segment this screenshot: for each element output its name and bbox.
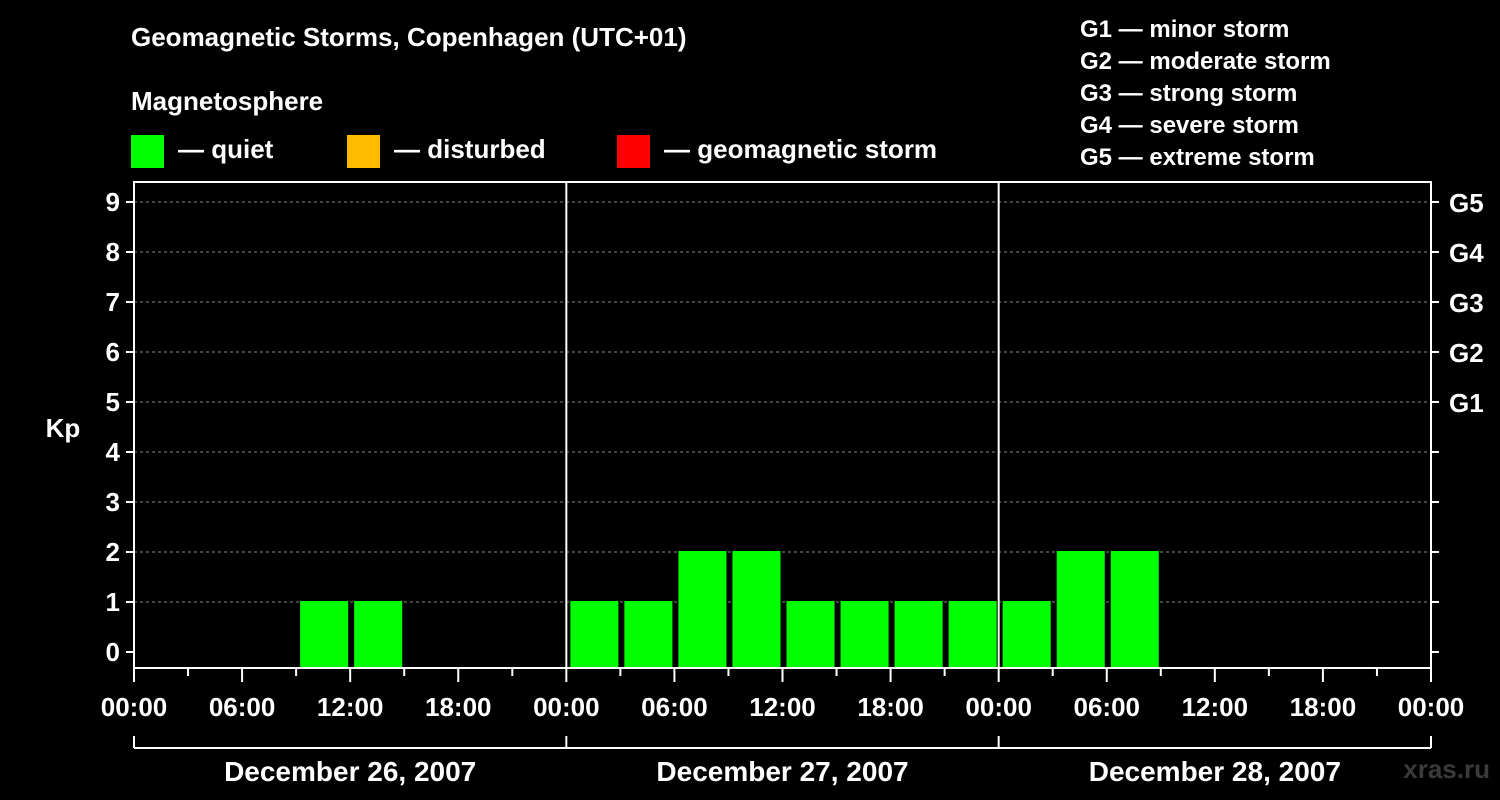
y-tick-label-5: 5 xyxy=(106,387,120,417)
legend-title: Magnetosphere xyxy=(131,86,324,116)
y-tick-label-8: 8 xyxy=(106,237,120,267)
x-tick-label-12: 00:00 xyxy=(1398,692,1465,722)
bar-9 xyxy=(624,601,673,668)
watermark: xras.ru xyxy=(1403,754,1490,784)
x-tick-label-0: 00:00 xyxy=(101,692,168,722)
storm-scale-legend: G1 — minor storm G2 — moderate storm G3 … xyxy=(1080,14,1331,174)
y-tick-label-1: 1 xyxy=(106,587,120,617)
y-tick-label-7: 7 xyxy=(106,287,120,317)
legend-label-disturbed: — disturbed xyxy=(394,134,546,164)
bar-16 xyxy=(1002,601,1051,668)
x-tick-label-5: 06:00 xyxy=(641,692,708,722)
day-label-2: December 28, 2007 xyxy=(1089,756,1341,787)
y-tick-label-2: 2 xyxy=(106,537,120,567)
bar-17 xyxy=(1056,551,1105,668)
storm-scale-g2: G2 — moderate storm xyxy=(1080,48,1331,75)
x-tick-label-3: 18:00 xyxy=(425,692,492,722)
storm-scale-g3: G3 — strong storm xyxy=(1080,80,1298,107)
bar-14 xyxy=(894,601,943,668)
bar-10 xyxy=(678,551,727,668)
storm-scale-g5: G5 — extreme storm xyxy=(1080,144,1315,171)
x-tick-label-8: 00:00 xyxy=(965,692,1032,722)
legend-label-quiet: — quiet xyxy=(178,134,274,164)
y-tick-label-0: 0 xyxy=(106,637,120,667)
chart-title: Geomagnetic Storms, Copenhagen (UTC+01) xyxy=(131,22,687,52)
x-tick-label-10: 12:00 xyxy=(1182,692,1249,722)
y-tick-label-9: 9 xyxy=(106,187,120,217)
bar-8 xyxy=(570,601,619,668)
legend-item-storm: — geomagnetic storm xyxy=(617,134,937,168)
legend-swatch-quiet xyxy=(131,134,164,168)
y-tick-label-6: 6 xyxy=(106,337,120,367)
storm-scale-g1: G1 — minor storm xyxy=(1080,16,1290,43)
y-tick-label-4: 4 xyxy=(106,437,121,467)
right-axis-label-g4: G4 xyxy=(1449,238,1484,268)
x-tick-label-1: 06:00 xyxy=(209,692,276,722)
x-tick-label-6: 12:00 xyxy=(749,692,816,722)
day-label-1: December 27, 2007 xyxy=(656,756,908,787)
x-tick-label-9: 06:00 xyxy=(1074,692,1141,722)
plot-frame xyxy=(133,181,1432,669)
legend-swatch-storm xyxy=(617,134,650,168)
bar-4 xyxy=(354,601,403,668)
bar-13 xyxy=(840,601,889,668)
right-axis-label-g3: G3 xyxy=(1449,288,1484,318)
y-tick-label-3: 3 xyxy=(106,487,120,517)
x-tick-label-7: 18:00 xyxy=(857,692,924,722)
storm-scale-g4: G4 — severe storm xyxy=(1080,112,1299,139)
right-axis-label-g1: G1 xyxy=(1449,388,1484,418)
bar-3 xyxy=(300,601,349,668)
legend-label-storm: — geomagnetic storm xyxy=(664,134,938,164)
right-axis-label-g2: G2 xyxy=(1449,338,1484,368)
bar-11 xyxy=(732,551,781,668)
x-tick-label-2: 12:00 xyxy=(317,692,384,722)
bar-18 xyxy=(1110,551,1159,668)
x-tick-label-4: 00:00 xyxy=(533,692,600,722)
legend-swatch-disturbed xyxy=(347,134,380,168)
y-axis-label: Kp xyxy=(46,413,81,443)
x-tick-label-11: 18:00 xyxy=(1290,692,1357,722)
bar-15 xyxy=(948,601,997,668)
legend-item-quiet: — quiet xyxy=(131,134,273,168)
day-label-0: December 26, 2007 xyxy=(224,756,476,787)
legend-item-disturbed: — disturbed xyxy=(347,134,546,168)
right-axis-label-g5: G5 xyxy=(1449,188,1484,218)
bar-12 xyxy=(786,601,835,668)
